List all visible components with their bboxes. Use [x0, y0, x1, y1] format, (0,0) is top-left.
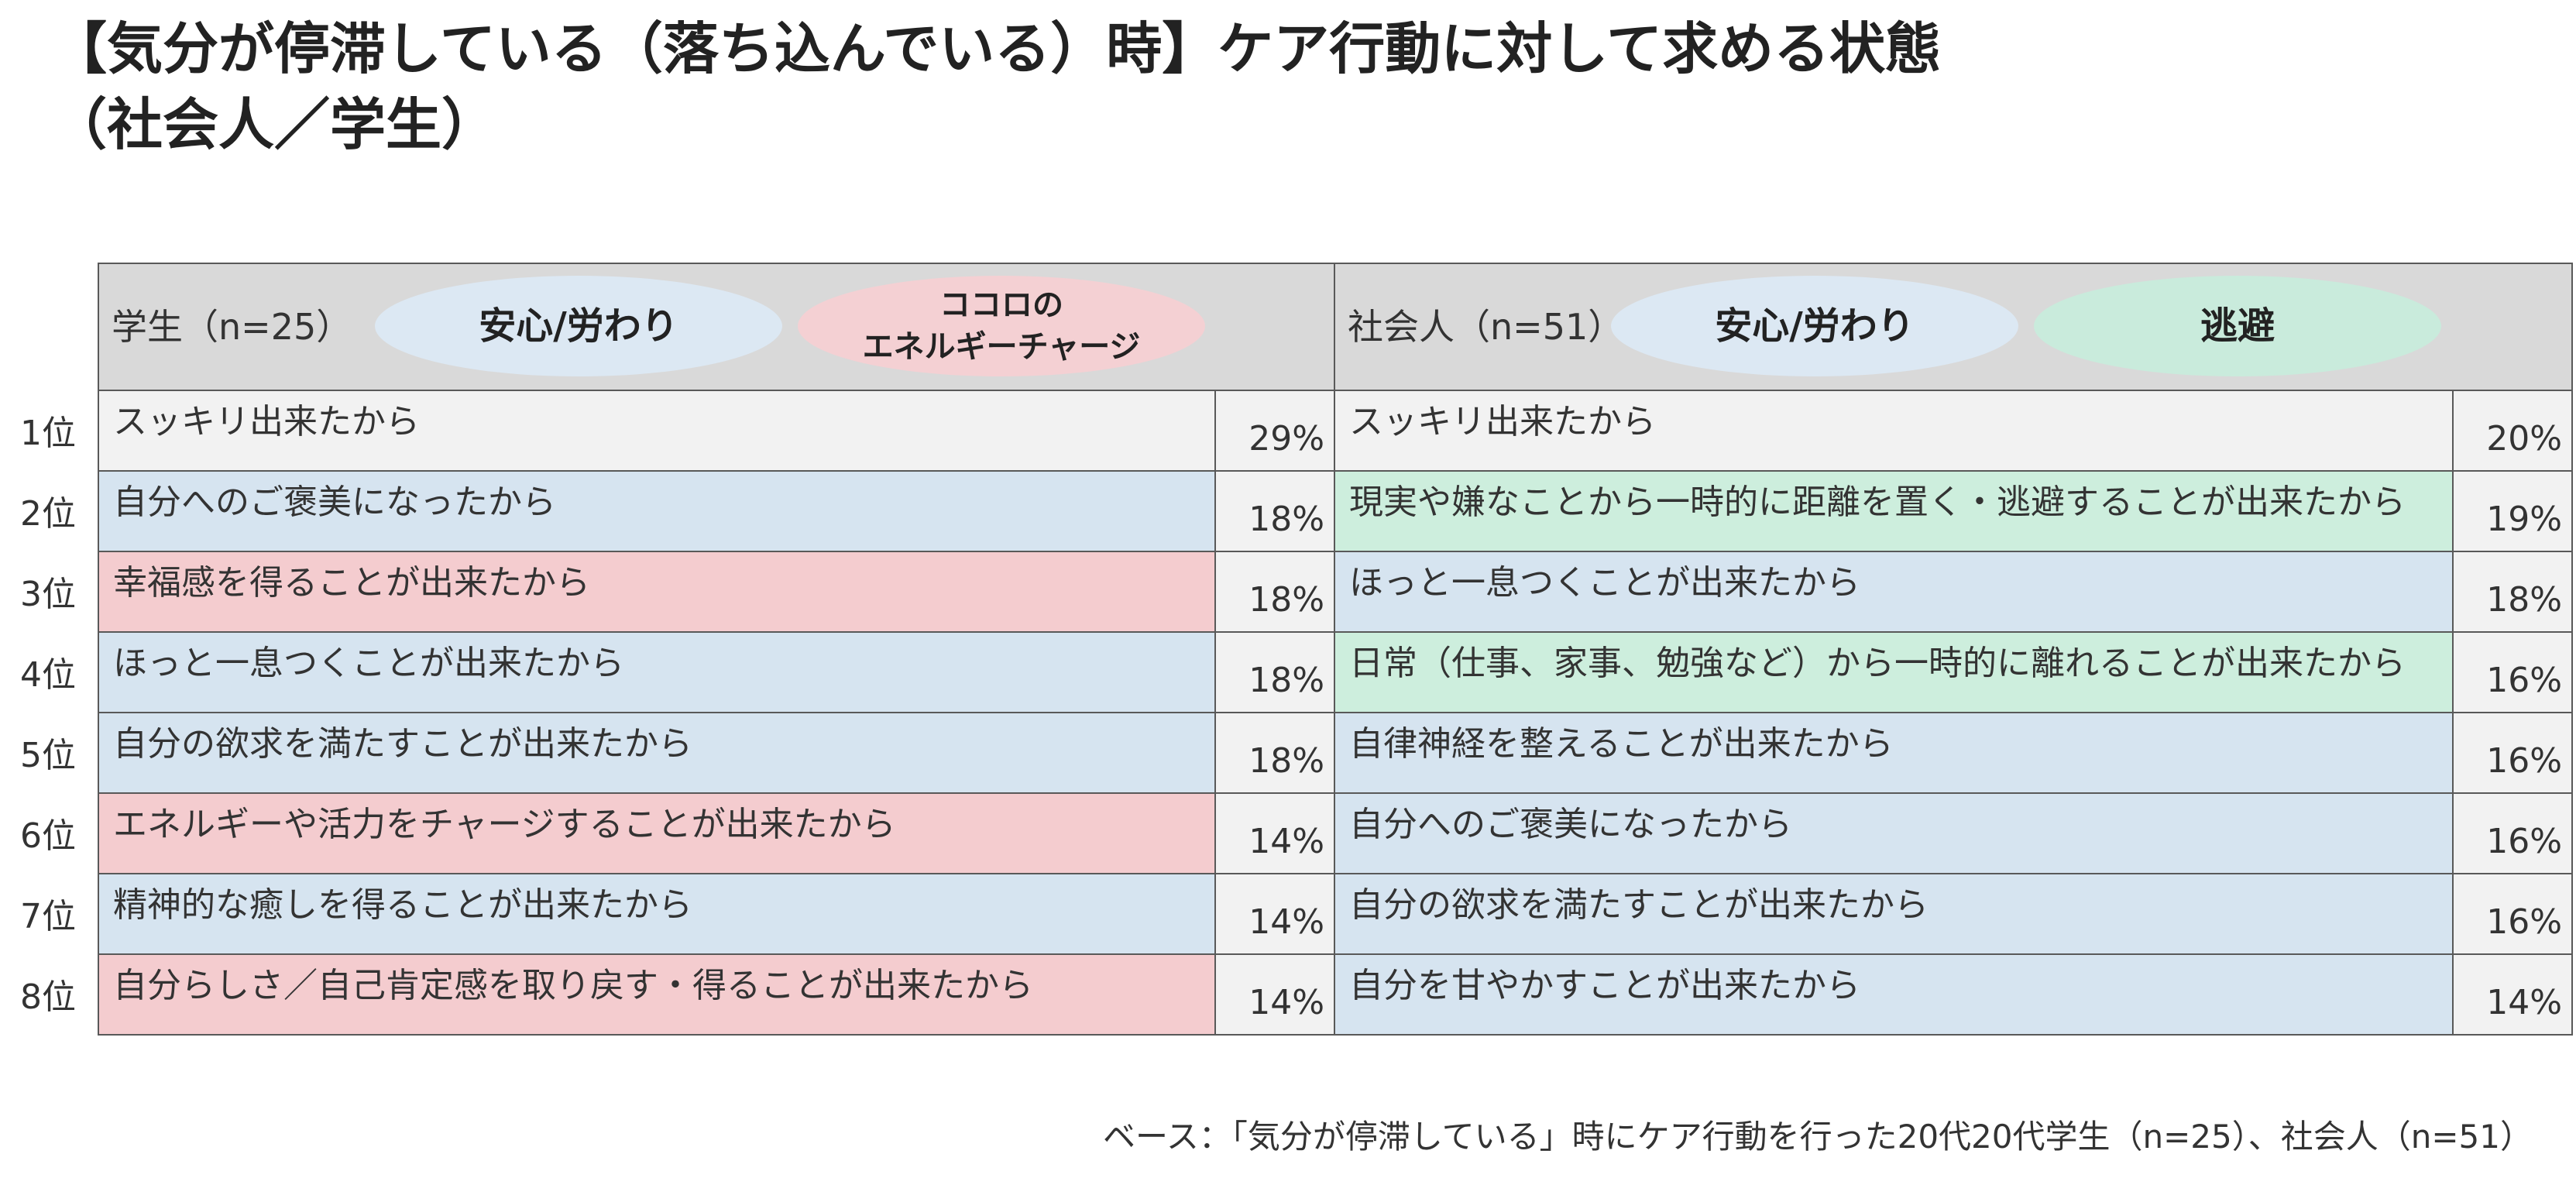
table-row: 自分を甘やかすことが出来たから 14%: [1335, 955, 2573, 1036]
workers-group-label: 社会人（n=51）: [1348, 306, 1624, 348]
rank-label: 6位: [20, 816, 76, 856]
percent-cell: 18%: [1216, 552, 1334, 631]
reason-cell: 幸福感を得ることが出来たから: [99, 552, 1216, 631]
category-tag-relief: 安心/労わり: [1611, 276, 2018, 376]
rank-label: 3位: [20, 575, 76, 614]
students-table-header: 学生（n=25） 安心/労わり ココロの エネルギーチャージ: [98, 263, 1335, 391]
table-row: スッキリ出来たから 29%: [98, 391, 1335, 472]
reason-cell: エネルギーや活力をチャージすることが出来たから: [99, 794, 1216, 873]
table-row: スッキリ出来たから 20%: [1335, 391, 2573, 472]
reason-cell: 自分へのご褒美になったから: [99, 472, 1216, 551]
workers-table-body: スッキリ出来たから 20% 現実や嫌なことから一時的に距離を置く・逃避することが出来…: [1335, 391, 2573, 1036]
table-row: 自分へのご褒美になったから 18%: [98, 472, 1335, 552]
percent-cell: 14%: [1216, 794, 1334, 873]
reason-cell: スッキリ出来たから: [99, 391, 1216, 470]
table-row: 現実や嫌なことから一時的に距離を置く・逃避することが出来たから 19%: [1335, 472, 2573, 552]
students-ranking-table: 学生（n=25） 安心/労わり ココロの エネルギーチャージ スッキリ出来たから…: [98, 263, 1335, 1037]
percent-cell: 18%: [1216, 472, 1334, 551]
percent-cell: 19%: [2454, 472, 2571, 551]
reason-cell: 自分の欲求を満たすことが出来たから: [99, 713, 1216, 792]
reason-cell: ほっと一息つくことが出来たから: [99, 633, 1216, 712]
table-row: ほっと一息つくことが出来たから 18%: [1335, 552, 2573, 633]
category-tag-label: 安心/労わり: [479, 304, 678, 348]
workers-table-header: 社会人（n=51） 安心/労わり 逃避: [1335, 263, 2573, 391]
page-title: 【気分が停滞している（落ち込んでいる）時】ケア行動に対して求める状態 （社会人／…: [51, 11, 2375, 163]
percent-cell: 18%: [2454, 552, 2571, 631]
rank-label: 7位: [20, 897, 76, 936]
page-title-line2: （社会人／学生）: [51, 92, 498, 157]
table-row: 自分の欲求を満たすことが出来たから 18%: [98, 713, 1335, 794]
percent-cell: 16%: [2454, 874, 2571, 953]
reason-cell: 現実や嫌なことから一時的に距離を置く・逃避することが出来たから: [1335, 472, 2454, 551]
base-footnote: ベース：「気分が停滞している」時にケア行動を行った20代20代学生（n=25）、…: [1102, 1118, 2533, 1156]
category-tag-label: 逃避: [2200, 304, 2275, 348]
category-tag-relief: 安心/労わり: [375, 276, 782, 376]
category-tag-energy-charge: ココロの エネルギーチャージ: [798, 276, 1205, 376]
workers-ranking-table: 社会人（n=51） 安心/労わり 逃避 スッキリ出来たから 20% 現実や嫌なことか…: [1335, 263, 2573, 1037]
percent-cell: 29%: [1216, 391, 1334, 470]
rank-label: 4位: [20, 655, 76, 695]
category-tag-label: ココロの エネルギーチャージ: [862, 287, 1141, 365]
percent-cell: 16%: [2454, 713, 2571, 792]
table-row: 自分へのご褒美になったから 16%: [1335, 794, 2573, 874]
percent-cell: 18%: [1216, 713, 1334, 792]
reason-cell: 自分を甘やかすことが出来たから: [1335, 955, 2454, 1034]
reason-cell: 自分の欲求を満たすことが出来たから: [1335, 874, 2454, 953]
rank-label: 8位: [20, 977, 76, 1017]
table-row: ほっと一息つくことが出来たから 18%: [98, 633, 1335, 713]
percent-cell: 14%: [2454, 955, 2571, 1034]
reason-cell: 精神的な癒しを得ることが出来たから: [99, 874, 1216, 953]
category-tag-label: 安心/労わり: [1715, 304, 1915, 348]
students-group-label: 学生（n=25）: [112, 306, 352, 348]
table-row: 自律神経を整えることが出来たから 16%: [1335, 713, 2573, 794]
reason-cell: 自分へのご褒美になったから: [1335, 794, 2454, 873]
table-row: 精神的な癒しを得ることが出来たから 14%: [98, 874, 1335, 955]
reason-cell: 自律神経を整えることが出来たから: [1335, 713, 2454, 792]
rank-label: 1位: [20, 414, 76, 453]
table-row: 自分らしさ／自己肯定感を取り戻す・得ることが出来たから 14%: [98, 955, 1335, 1036]
reason-cell: ほっと一息つくことが出来たから: [1335, 552, 2454, 631]
percent-cell: 20%: [2454, 391, 2571, 470]
rank-label: 5位: [20, 736, 76, 775]
table-row: 日常（仕事、家事、勉強など）から一時的に離れることが出来たから 16%: [1335, 633, 2573, 713]
table-row: エネルギーや活力をチャージすることが出来たから 14%: [98, 794, 1335, 874]
percent-cell: 16%: [2454, 794, 2571, 873]
reason-cell: 自分らしさ／自己肯定感を取り戻す・得ることが出来たから: [99, 955, 1216, 1034]
page-title-line1: 【気分が停滞している（落ち込んでいる）時】ケア行動に対して求める状態: [51, 16, 1942, 81]
percent-cell: 18%: [1216, 633, 1334, 712]
reason-cell: スッキリ出来たから: [1335, 391, 2454, 470]
table-row: 幸福感を得ることが出来たから 18%: [98, 552, 1335, 633]
students-table-body: スッキリ出来たから 29% 自分へのご褒美になったから 18% 幸福感を得ることが出来た…: [98, 391, 1335, 1036]
percent-cell: 14%: [1216, 874, 1334, 953]
percent-cell: 16%: [2454, 633, 2571, 712]
rank-label: 2位: [20, 494, 76, 534]
rank-column: 1位 2位 3位 4位 5位 6位 7位 8位: [0, 393, 96, 1038]
table-row: 自分の欲求を満たすことが出来たから 16%: [1335, 874, 2573, 955]
category-tag-escape: 逃避: [2034, 276, 2441, 376]
percent-cell: 14%: [1216, 955, 1334, 1034]
reason-cell: 日常（仕事、家事、勉強など）から一時的に離れることが出来たから: [1335, 633, 2454, 712]
